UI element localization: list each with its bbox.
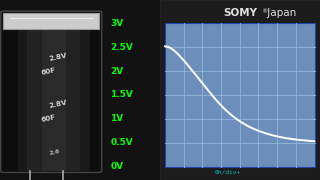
Bar (160, 0, 320, 180)
Text: 60F: 60F (40, 114, 56, 123)
Text: 60F: 60F (40, 67, 56, 76)
Text: 1.5V: 1.5V (110, 90, 133, 99)
Bar (37, 13, 42, 171)
Bar (46, 13, 51, 171)
Bar (75, 13, 80, 171)
Bar (85, 13, 90, 171)
Text: 0V: 0V (110, 162, 124, 171)
Text: 2.5V: 2.5V (110, 43, 133, 52)
Bar (90, 13, 94, 171)
Text: 0.5V: 0.5V (110, 138, 133, 147)
Text: ®: ® (261, 9, 267, 14)
Bar (22, 13, 27, 171)
Bar (70, 13, 75, 171)
Bar (61, 13, 66, 171)
Bar (165, 23, 315, 166)
Bar (13, 13, 18, 171)
Text: 2.8V: 2.8V (49, 100, 68, 109)
Text: 2.6: 2.6 (48, 148, 60, 156)
Bar (51, 13, 56, 171)
Text: Japan: Japan (264, 8, 296, 18)
Bar (42, 13, 46, 171)
Text: 2.8V: 2.8V (49, 52, 68, 62)
Bar (94, 13, 99, 171)
Text: 6h/div+: 6h/div+ (215, 169, 241, 174)
Bar (56, 13, 61, 171)
Text: 3V: 3V (110, 19, 124, 28)
Bar (66, 13, 70, 171)
Bar (18, 13, 22, 171)
Bar (80, 13, 85, 171)
Text: SOMY: SOMY (223, 8, 257, 18)
Bar (27, 13, 32, 171)
Text: 2V: 2V (110, 67, 124, 76)
Bar (8, 13, 13, 171)
Bar (3, 13, 8, 171)
Text: 1V: 1V (110, 114, 124, 123)
Bar (3, 13, 99, 29)
Bar (32, 13, 37, 171)
